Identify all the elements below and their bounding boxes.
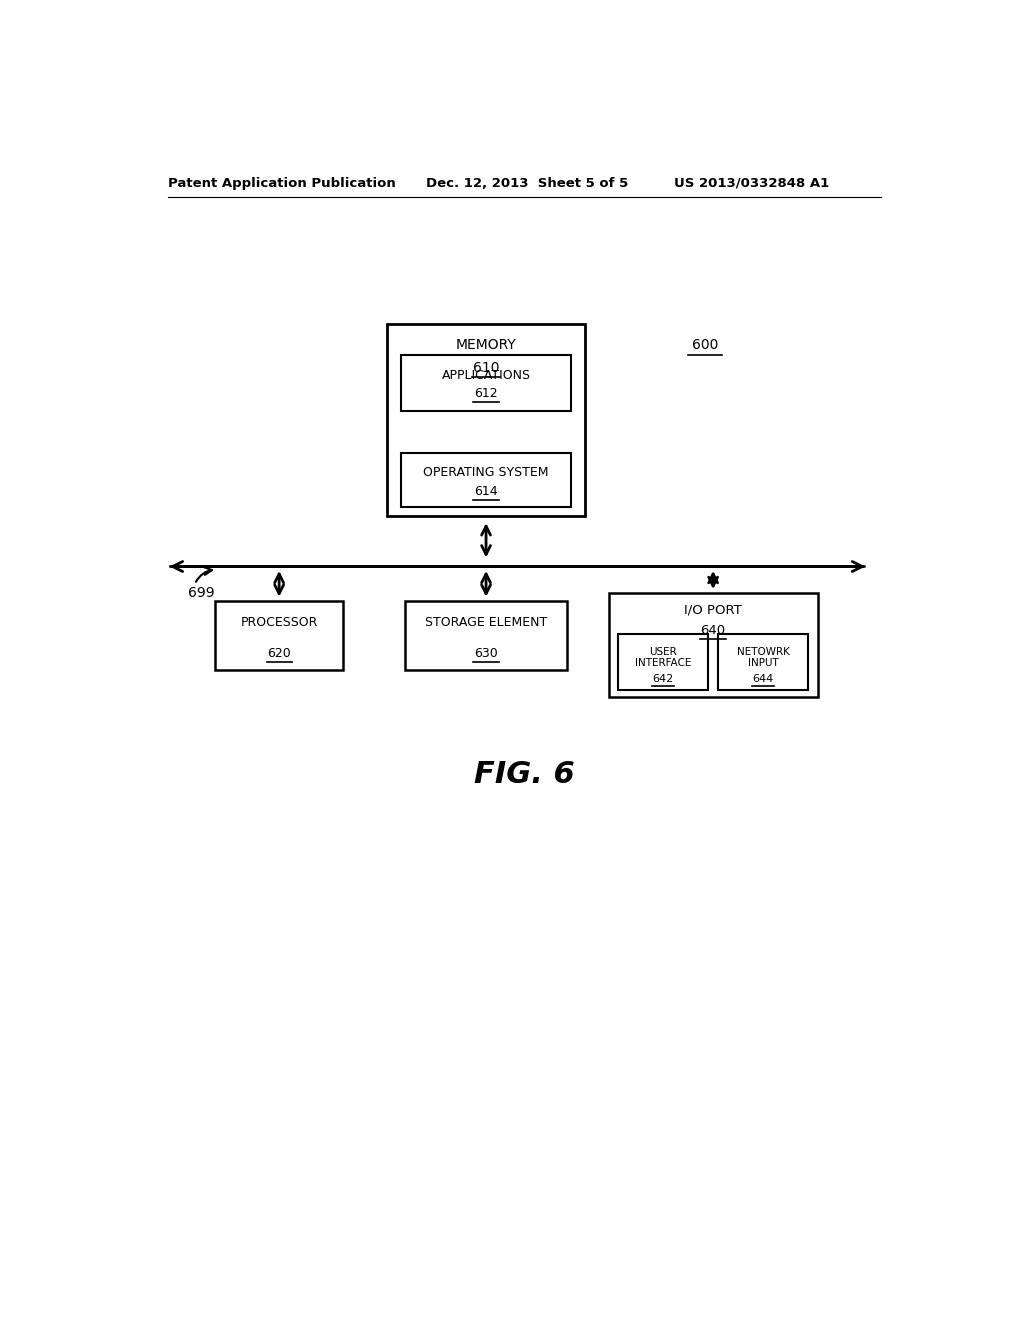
- FancyBboxPatch shape: [718, 635, 809, 689]
- Text: OPERATING SYSTEM: OPERATING SYSTEM: [423, 466, 549, 479]
- Text: 644: 644: [753, 675, 774, 684]
- Text: Dec. 12, 2013  Sheet 5 of 5: Dec. 12, 2013 Sheet 5 of 5: [426, 177, 629, 190]
- Text: APPLICATIONS: APPLICATIONS: [441, 368, 530, 381]
- Text: MEMORY: MEMORY: [456, 338, 516, 351]
- Text: USER
INTERFACE: USER INTERFACE: [635, 647, 691, 668]
- Text: NETOWRK
INPUT: NETOWRK INPUT: [736, 647, 790, 668]
- Text: 642: 642: [652, 675, 674, 684]
- Text: US 2013/0332848 A1: US 2013/0332848 A1: [675, 177, 829, 190]
- Text: 640: 640: [700, 624, 726, 638]
- Text: 699: 699: [188, 586, 215, 601]
- FancyBboxPatch shape: [387, 323, 585, 516]
- Text: 630: 630: [474, 647, 498, 660]
- Text: I/O PORT: I/O PORT: [684, 603, 742, 616]
- Text: 614: 614: [474, 486, 498, 499]
- Text: STORAGE ELEMENT: STORAGE ELEMENT: [425, 616, 547, 630]
- Text: 600: 600: [692, 338, 719, 351]
- Text: FIG. 6: FIG. 6: [474, 760, 575, 789]
- FancyBboxPatch shape: [401, 453, 571, 507]
- Text: PROCESSOR: PROCESSOR: [241, 616, 317, 630]
- Text: 620: 620: [267, 647, 291, 660]
- Text: 612: 612: [474, 387, 498, 400]
- Text: Patent Application Publication: Patent Application Publication: [168, 177, 396, 190]
- FancyBboxPatch shape: [404, 601, 567, 671]
- FancyBboxPatch shape: [608, 594, 818, 697]
- Text: 610: 610: [473, 360, 500, 375]
- FancyBboxPatch shape: [215, 601, 343, 671]
- FancyBboxPatch shape: [617, 635, 709, 689]
- FancyBboxPatch shape: [401, 355, 571, 411]
